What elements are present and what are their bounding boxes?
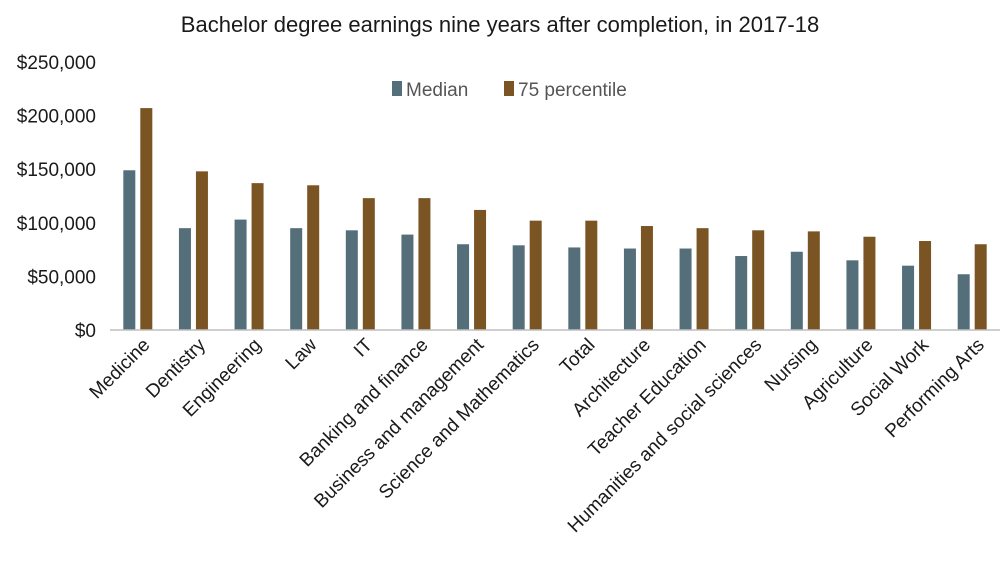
- bars: [123, 108, 987, 330]
- bar-median: [178, 228, 191, 330]
- bar-p75: [307, 185, 320, 330]
- bar-median: [290, 228, 303, 330]
- x-category-label: IT: [350, 334, 377, 361]
- bar-median: [902, 265, 915, 330]
- bar-p75: [696, 228, 709, 330]
- bar-median: [457, 244, 470, 330]
- y-axis-ticks: $0 $50,000 $100,000 $150,000 $200,000 $250,00…: [17, 53, 96, 342]
- bar-median: [123, 170, 136, 330]
- y-tick-label: $150,000: [17, 160, 96, 181]
- bar-p75: [529, 220, 542, 330]
- bar-p75: [251, 183, 264, 330]
- bar-p75: [362, 198, 375, 330]
- legend: Median 75 percentile: [392, 80, 627, 101]
- bar-median: [735, 256, 748, 330]
- bar-p75: [752, 230, 765, 330]
- bar-median: [512, 245, 525, 330]
- bar-p75: [919, 241, 932, 330]
- bar-median: [568, 247, 581, 330]
- bar-p75: [974, 244, 987, 330]
- bar-median: [679, 248, 692, 330]
- bar-median: [957, 274, 970, 330]
- bar-p75: [640, 226, 653, 330]
- y-tick-label: $0: [75, 321, 96, 342]
- bar-median: [401, 234, 414, 330]
- bar-p75: [863, 236, 876, 330]
- bar-p75: [807, 231, 820, 330]
- legend-swatch: [504, 81, 514, 96]
- y-tick-label: $200,000: [17, 107, 96, 128]
- bar-p75: [140, 108, 153, 330]
- legend-label: 75 percentile: [518, 80, 627, 101]
- x-category-label: Medicine: [86, 335, 155, 404]
- y-tick-label: $250,000: [17, 53, 96, 74]
- bar-p75: [195, 171, 208, 330]
- bar-median: [623, 248, 636, 330]
- bar-median: [345, 230, 358, 330]
- y-tick-label: $50,000: [27, 267, 96, 288]
- bar-p75: [418, 198, 431, 330]
- bar-p75: [474, 209, 487, 330]
- legend-label: Median: [406, 80, 468, 101]
- y-tick-label: $100,000: [17, 214, 96, 235]
- bar-median: [790, 251, 803, 330]
- bar-median: [234, 219, 247, 330]
- x-category-label: Law: [282, 334, 322, 374]
- bar-p75: [585, 220, 598, 330]
- x-category-label: Performing Arts: [881, 335, 988, 442]
- bar-median: [846, 260, 859, 330]
- x-category-label: Total: [556, 335, 599, 378]
- legend-swatch: [392, 81, 402, 96]
- chart-title: Bachelor degree earnings nine years afte…: [181, 12, 819, 37]
